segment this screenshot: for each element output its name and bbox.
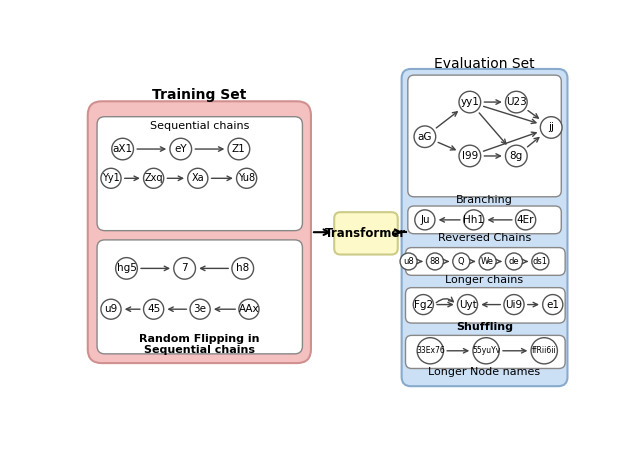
FancyBboxPatch shape [408,75,561,197]
Circle shape [143,299,164,319]
Circle shape [417,337,444,364]
Text: 55yuYv: 55yuYv [472,346,500,355]
Text: h8: h8 [236,263,250,273]
Text: 88: 88 [429,257,440,266]
Circle shape [540,117,562,138]
Text: Yy1: Yy1 [102,173,120,183]
Circle shape [426,253,444,270]
Circle shape [452,253,470,270]
Circle shape [506,91,527,113]
Text: 33Ex76: 33Ex76 [416,346,445,355]
Text: Fg2: Fg2 [414,300,433,310]
Text: e1: e1 [547,300,559,310]
Circle shape [415,210,435,230]
Text: Hh1: Hh1 [463,215,484,225]
Circle shape [532,253,549,270]
Circle shape [506,145,527,167]
Circle shape [190,299,210,319]
Circle shape [239,299,259,319]
Circle shape [188,169,208,188]
Text: 3e: 3e [194,304,207,314]
FancyBboxPatch shape [402,69,568,386]
Text: aG: aG [418,132,432,142]
Circle shape [116,258,138,279]
Circle shape [414,126,436,147]
Circle shape [543,295,563,315]
Circle shape [531,337,557,364]
Text: Evaluation Set: Evaluation Set [434,57,535,71]
Text: Reversed Chains: Reversed Chains [438,233,531,243]
Circle shape [237,169,257,188]
Text: Sequential chains: Sequential chains [150,121,249,131]
Text: Xa: Xa [191,173,204,183]
FancyBboxPatch shape [408,206,561,234]
Text: 45: 45 [147,304,160,314]
Text: Uyt: Uyt [459,300,476,310]
Circle shape [504,295,524,315]
Text: jj: jj [548,122,554,133]
Text: ds1: ds1 [533,257,548,266]
Text: We: We [481,257,494,266]
Text: Branching: Branching [456,195,513,205]
Text: de: de [509,257,519,266]
FancyBboxPatch shape [406,248,565,275]
Text: 8g: 8g [509,151,523,161]
Text: Random Flipping in
Sequential chains: Random Flipping in Sequential chains [139,334,260,355]
Circle shape [170,138,191,160]
Text: Ui9: Ui9 [506,300,523,310]
Circle shape [459,145,481,167]
Text: u8: u8 [403,257,414,266]
Text: ffRii6ii: ffRii6ii [532,346,557,355]
Circle shape [413,295,433,315]
Text: Ju: Ju [420,215,429,225]
Circle shape [101,169,121,188]
Text: hg5: hg5 [116,263,136,273]
Text: Longer chains: Longer chains [445,275,524,285]
Text: u9: u9 [104,304,118,314]
FancyBboxPatch shape [97,240,303,354]
Circle shape [506,253,522,270]
Circle shape [174,258,195,279]
Text: eY: eY [175,144,187,154]
Text: Zxq: Zxq [145,173,163,183]
Text: aX1: aX1 [113,144,132,154]
Text: 4Er: 4Er [517,215,534,225]
Text: I99: I99 [461,151,478,161]
Text: Z1: Z1 [232,144,246,154]
Circle shape [479,253,496,270]
Text: Q: Q [458,257,465,266]
Text: yy1: yy1 [460,97,479,107]
Text: Training Set: Training Set [152,88,246,102]
Text: U23: U23 [506,97,527,107]
FancyBboxPatch shape [97,117,303,231]
Text: Yu8: Yu8 [238,173,255,183]
Circle shape [112,138,134,160]
FancyBboxPatch shape [406,287,565,323]
FancyBboxPatch shape [406,336,565,369]
Circle shape [463,210,484,230]
Circle shape [459,91,481,113]
Text: Shuffling: Shuffling [456,322,513,332]
Circle shape [400,253,417,270]
Circle shape [473,337,499,364]
Circle shape [232,258,253,279]
Circle shape [458,295,477,315]
Circle shape [101,299,121,319]
Text: 7: 7 [181,263,188,273]
Circle shape [143,169,164,188]
FancyBboxPatch shape [334,212,397,254]
Text: Transformer: Transformer [325,227,406,240]
Text: Longer Node names: Longer Node names [429,367,541,377]
Circle shape [228,138,250,160]
FancyBboxPatch shape [88,101,311,363]
Circle shape [516,210,536,230]
Text: AAx: AAx [239,304,259,314]
